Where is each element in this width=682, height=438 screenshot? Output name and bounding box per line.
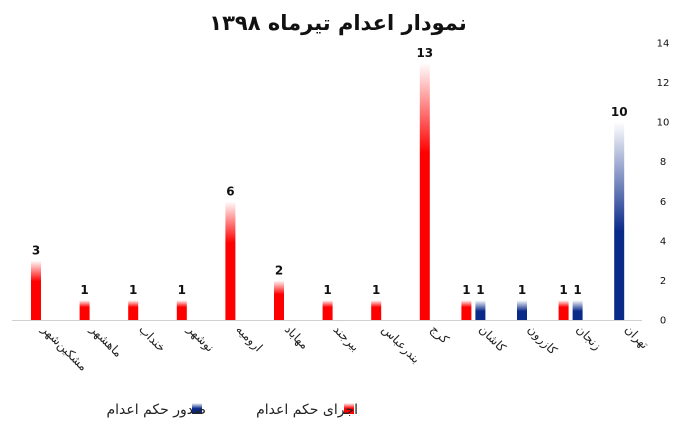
bar-executed xyxy=(371,300,382,320)
x-tick-label: مهاباد xyxy=(282,322,312,352)
bar-sentenced xyxy=(572,300,583,320)
y-axis: 0 2 4 6 8 10 12 14 xyxy=(657,39,670,327)
legend: اجرای حکم اعدام صدور حکم اعدام xyxy=(106,402,358,418)
x-tick-label: زنجان xyxy=(573,322,605,354)
y-tick-label: 6 xyxy=(660,197,666,208)
data-label: 10 xyxy=(611,105,628,119)
bars-group xyxy=(31,62,625,321)
y-tick-label: 4 xyxy=(660,236,666,247)
data-label: 1 xyxy=(573,283,581,297)
bar-executed xyxy=(128,300,139,320)
y-tick-label: 14 xyxy=(657,39,670,50)
data-label: 1 xyxy=(476,283,484,297)
data-label: 2 xyxy=(275,263,283,277)
bar-executed xyxy=(225,201,236,320)
x-tick-label: تهران xyxy=(621,322,651,352)
data-label: 1 xyxy=(129,283,137,297)
x-tick-label: خنداب xyxy=(136,322,169,355)
legend-swatch-sentenced xyxy=(192,403,202,414)
data-label: 1 xyxy=(80,283,88,297)
x-tick-label: مشکین‌شهر xyxy=(37,322,90,375)
x-tick-label: ارومیه xyxy=(233,322,266,355)
data-label: 1 xyxy=(372,283,380,297)
bar-sentenced xyxy=(517,300,527,320)
y-tick-label: 12 xyxy=(657,78,670,89)
x-tick-label: کرج xyxy=(427,322,452,347)
bar-sentenced xyxy=(614,122,625,321)
data-label: 1 xyxy=(462,283,470,297)
bar-executed xyxy=(419,62,430,321)
y-tick-label: 0 xyxy=(660,316,666,327)
data-label: 1 xyxy=(518,283,526,297)
bar-executed xyxy=(558,300,569,320)
data-label: 6 xyxy=(226,184,234,198)
x-tick-label: نوشهر xyxy=(183,322,217,356)
x-tick-label: ماهشهر xyxy=(86,322,125,361)
legend-item-executed: اجرای حکم اعدام xyxy=(256,402,358,418)
bar-executed xyxy=(322,300,333,320)
bar-executed xyxy=(176,300,187,320)
bar-executed xyxy=(274,280,284,320)
legend-item-sentenced: صدور حکم اعدام xyxy=(106,402,206,418)
x-tick-label: کازرون xyxy=(524,322,560,358)
data-label: 13 xyxy=(416,46,433,60)
data-label: 3 xyxy=(32,244,40,258)
legend-label-sentenced: صدور حکم اعدام xyxy=(106,402,206,418)
y-tick-label: 10 xyxy=(657,118,670,129)
x-tick-label: کاشان xyxy=(476,322,509,355)
legend-swatch-executed xyxy=(344,403,354,414)
x-tick-label: بیرجند xyxy=(330,322,362,354)
data-label: 1 xyxy=(323,283,331,297)
y-tick-label: 2 xyxy=(660,276,666,287)
chart-title: نمودار اعدام تیرماه ۱۳۹۸ xyxy=(209,11,466,35)
data-label: 1 xyxy=(178,283,186,297)
bar-executed xyxy=(461,300,472,320)
bar-sentenced xyxy=(475,300,486,320)
bar-executed xyxy=(31,260,41,320)
y-tick-label: 8 xyxy=(660,157,666,168)
x-tick-label: بندرعباس xyxy=(378,322,423,367)
bar-executed xyxy=(79,300,90,320)
data-label: 1 xyxy=(559,283,567,297)
legend-label-executed: اجرای حکم اعدام xyxy=(256,402,358,418)
